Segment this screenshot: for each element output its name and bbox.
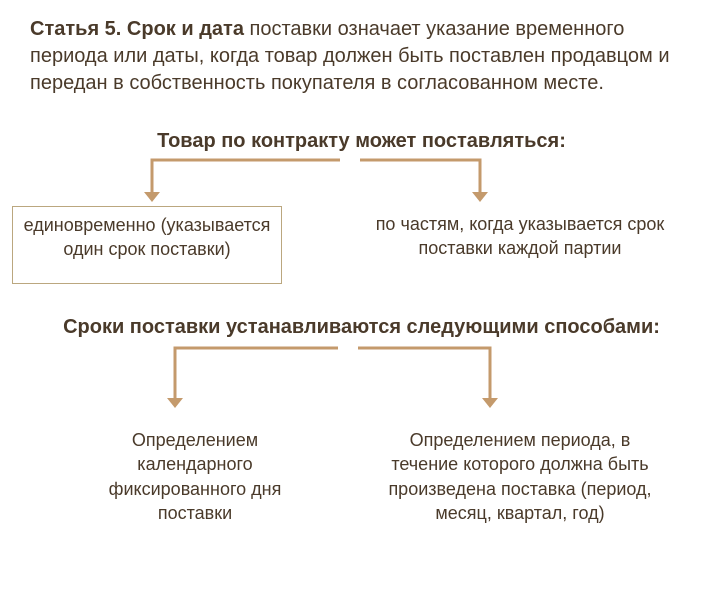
section2-arrows [120, 344, 600, 414]
article-heading-bold: Статья 5. Срок и дата [30, 18, 244, 40]
по-частям-box: по частям, когда указывается срок постав… [370, 206, 670, 284]
section1-arrows [120, 156, 600, 208]
определ-дня-box: Определением календарного фиксированного… [80, 422, 310, 532]
article-heading: Статья 5. Срок и дата поставки означает … [30, 16, 690, 97]
определ-периода-box: Определением периода, в течение которого… [370, 422, 670, 552]
section1-title: Товар по контракту может поставляться: [0, 130, 723, 153]
section2-title: Сроки поставки устанавливаются следующим… [0, 316, 723, 339]
page-root: Статья 5. Срок и дата поставки означает … [0, 0, 723, 600]
одновременно-box: единовременно (указывается один срок пос… [12, 206, 282, 284]
